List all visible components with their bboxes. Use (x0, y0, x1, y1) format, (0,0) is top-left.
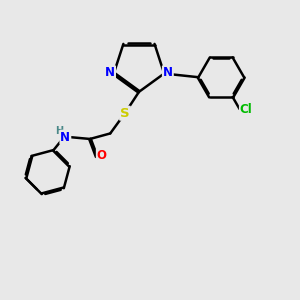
Text: N: N (105, 66, 115, 79)
Text: H: H (56, 126, 64, 136)
Text: N: N (163, 66, 173, 79)
Text: O: O (97, 149, 107, 162)
Text: Cl: Cl (240, 103, 253, 116)
Text: S: S (120, 107, 130, 120)
Text: N: N (60, 130, 70, 144)
